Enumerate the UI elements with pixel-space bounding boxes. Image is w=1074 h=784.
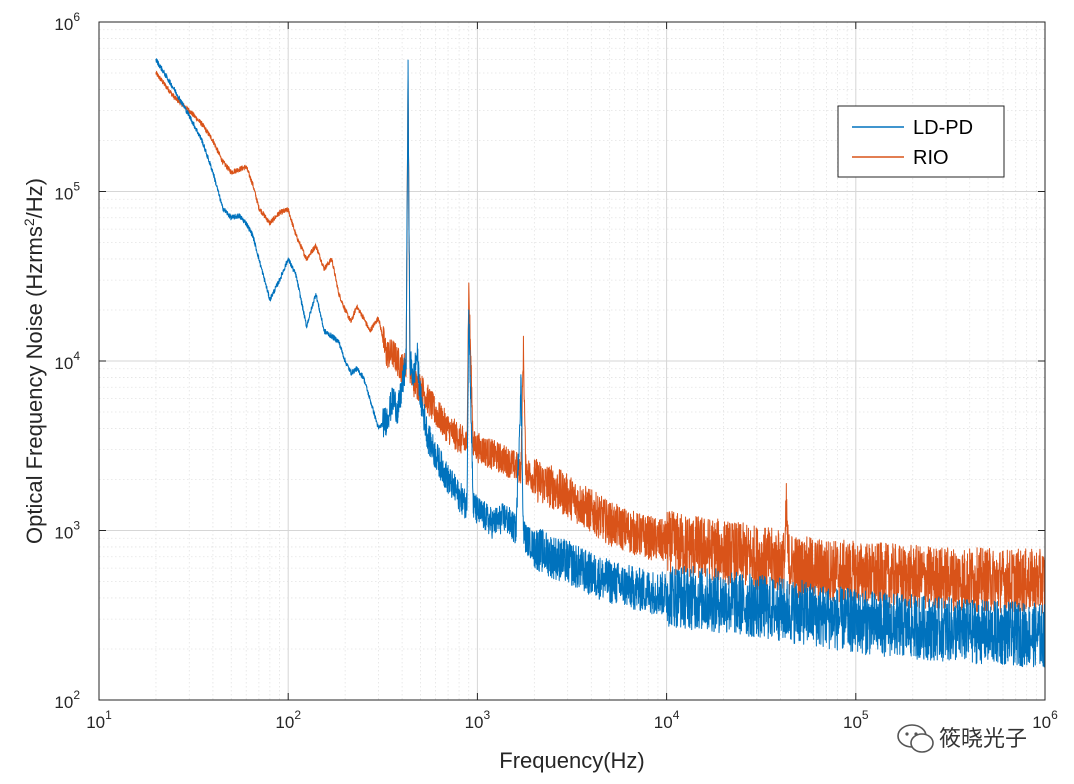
x-tick-label-exponent: 2	[294, 708, 301, 722]
y-axis-title: Optical Frequency Noise (Hzrms2/Hz)	[21, 178, 47, 544]
x-tick-label: 102	[275, 708, 301, 732]
y-tick-label-exponent: 5	[73, 180, 80, 194]
y-tick-label: 104	[54, 349, 80, 373]
y-tick-label-base: 10	[54, 185, 73, 204]
y-tick-label-exponent: 3	[73, 519, 80, 533]
y-tick-label: 105	[54, 180, 80, 204]
y-tick-label-base: 10	[54, 693, 73, 712]
y-tick-label-base: 10	[54, 354, 73, 373]
y-tick-label: 106	[54, 10, 80, 34]
x-tick-label-exponent: 3	[484, 708, 491, 722]
y-tick-label-exponent: 2	[73, 688, 80, 702]
wechat-icon	[897, 724, 934, 753]
legend-label-rio: RIO	[913, 147, 949, 169]
y-tick-label: 103	[54, 519, 80, 543]
legend-label-ld-pd: LD-PD	[913, 117, 973, 139]
series-line-rio	[155, 70, 1046, 614]
x-tick-label: 104	[654, 708, 680, 732]
legend: LD-PD RIO	[837, 105, 1005, 178]
x-tick-label: 106	[1032, 708, 1058, 732]
y-tick-label-exponent: 4	[73, 349, 80, 363]
y-axis-title-tail: /Hz)	[22, 178, 47, 218]
x-tick-label: 103	[465, 708, 491, 732]
tick-marks	[98, 21, 1046, 701]
x-tick-label-exponent: 1	[105, 708, 112, 722]
y-axis-title-main: Optical Frequency Noise (Hzrms	[22, 226, 47, 544]
y-axis-title-superscript: 2	[21, 218, 37, 226]
watermark: 筱晓光子	[897, 724, 1027, 753]
x-tick-label-exponent: 4	[673, 708, 680, 722]
y-tick-label-exponent: 6	[73, 10, 80, 24]
x-tick-label-base: 10	[465, 713, 484, 732]
x-tick-label-base: 10	[654, 713, 673, 732]
y-tick-label-base: 10	[54, 15, 73, 34]
x-tick-label-exponent: 6	[1051, 708, 1058, 722]
x-tick-label-base: 10	[275, 713, 294, 732]
series-line-ld-pd	[155, 58, 1046, 668]
x-axis-title: Frequency(Hz)	[499, 748, 644, 773]
x-tick-label: 105	[843, 708, 869, 732]
y-tick-label: 102	[54, 688, 80, 712]
y-tick-label-base: 10	[54, 524, 73, 543]
x-tick-label: 101	[86, 708, 112, 732]
x-tick-label-exponent: 5	[862, 708, 869, 722]
x-tick-label-base: 10	[843, 713, 862, 732]
x-tick-label-base: 10	[86, 713, 105, 732]
watermark-text: 筱晓光子	[939, 727, 1027, 752]
series-layer	[155, 58, 1046, 668]
x-tick-label-base: 10	[1032, 713, 1051, 732]
legend-box	[837, 105, 1005, 178]
x-tick-labels: 101 102 103 104 105 106	[86, 708, 1058, 732]
